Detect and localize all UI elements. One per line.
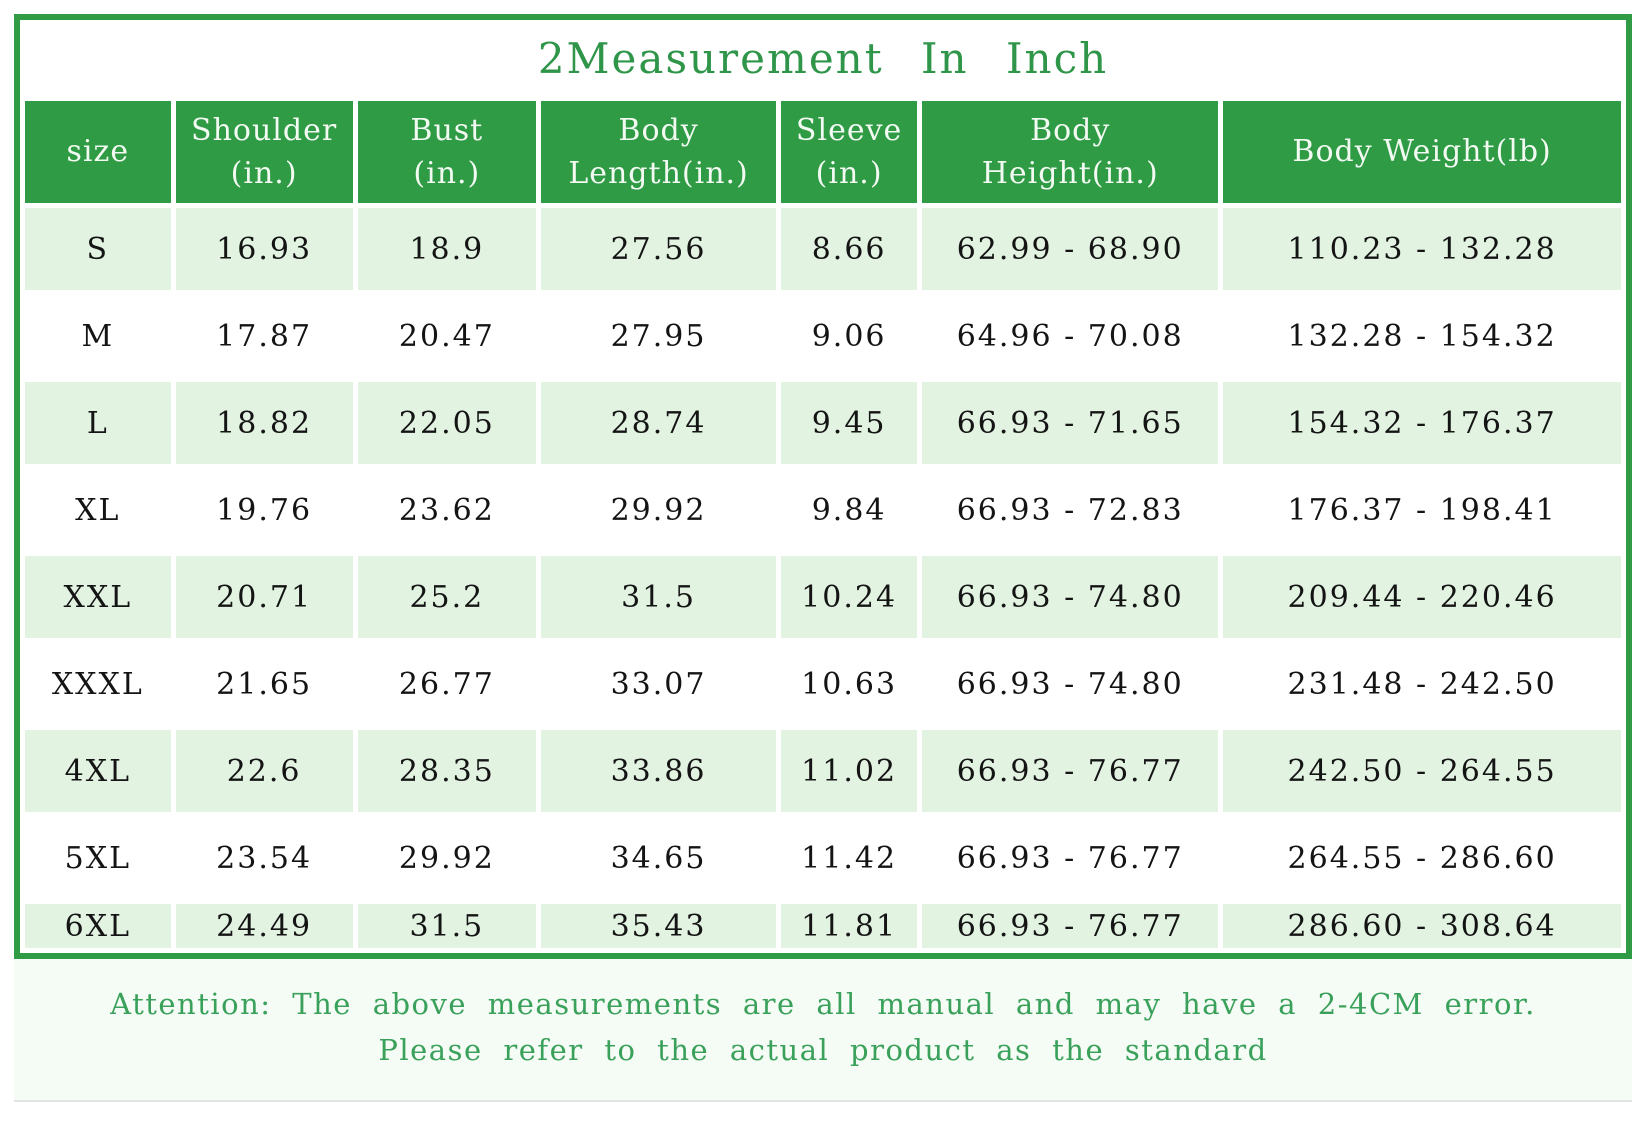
measurement-cell: 66.93 - 74.80 — [922, 556, 1219, 638]
column-header-size: size — [25, 101, 171, 203]
size-label-cell: XXL — [25, 556, 171, 638]
table-row-xl: XL 19.76 23.62 29.92 9.84 66.93 - 72.83 176.37… — [25, 469, 1621, 551]
measurement-cell: 66.93 - 74.80 — [922, 643, 1219, 725]
measurement-cell: 10.24 — [780, 556, 918, 638]
size-label-cell: M — [25, 295, 171, 377]
measurement-cell: 27.95 — [541, 295, 776, 377]
measurement-cell: 21.65 — [175, 643, 353, 725]
measurement-cell: 66.93 - 71.65 — [922, 382, 1219, 464]
column-header-shoulder: Shoulder (in.) — [175, 101, 353, 203]
measurement-cell: 17.87 — [175, 295, 353, 377]
measurement-cell: 66.93 - 76.77 — [922, 904, 1219, 948]
measurement-cell: 11.02 — [780, 730, 918, 812]
column-header-body-length: Body Length(in.) — [541, 101, 776, 203]
size-label-cell: XXXL — [25, 643, 171, 725]
measurement-cell: 231.48 - 242.50 — [1223, 643, 1621, 725]
column-header-bust: Bust (in.) — [357, 101, 537, 203]
measurement-cell: 66.93 - 76.77 — [922, 730, 1219, 812]
measurement-cell: 24.49 — [175, 904, 353, 948]
size-label-cell: S — [25, 208, 171, 290]
measurement-cell: 9.06 — [780, 295, 918, 377]
measurement-cell: 154.32 - 176.37 — [1223, 382, 1621, 464]
size-label-cell: XL — [25, 469, 171, 551]
column-header-body-weight: Body Weight(lb) — [1223, 101, 1621, 203]
table-header: size Shoulder (in.) Bust (in.) Body Leng… — [25, 101, 1621, 203]
table-row-6xl: 6XL 24.49 31.5 35.43 11.81 66.93 - 76.77 286.6… — [25, 904, 1621, 948]
attention-note-line-1: Attention: The above measurements are al… — [110, 987, 1536, 1021]
measurement-cell: 34.65 — [541, 817, 776, 899]
measurement-cell: 33.07 — [541, 643, 776, 725]
measurement-cell: 31.5 — [357, 904, 537, 948]
measurement-cell: 66.93 - 72.83 — [922, 469, 1219, 551]
table-row-l: L 18.82 22.05 28.74 9.45 66.93 - 71.65 154.32 … — [25, 382, 1621, 464]
measurement-cell: 176.37 - 198.41 — [1223, 469, 1621, 551]
measurement-cell: 22.6 — [175, 730, 353, 812]
measurement-cell: 23.54 — [175, 817, 353, 899]
table-row-s: S 16.93 18.9 27.56 8.66 62.99 - 68.90 110.23 -… — [25, 208, 1621, 290]
size-chart-table-box: 2Measurement In Inch size Shoulder (in.)… — [14, 14, 1632, 959]
measurement-cell: 18.9 — [357, 208, 537, 290]
size-chart-table: size Shoulder (in.) Bust (in.) Body Leng… — [20, 96, 1626, 953]
table-body: S 16.93 18.9 27.56 8.66 62.99 - 68.90 110.23 -… — [25, 208, 1621, 948]
measurement-cell: 29.92 — [541, 469, 776, 551]
column-header-body-height: Body Height(in.) — [922, 101, 1219, 203]
measurement-cell: 132.28 - 154.32 — [1223, 295, 1621, 377]
measurement-cell: 10.63 — [780, 643, 918, 725]
measurement-cell: 27.56 — [541, 208, 776, 290]
measurement-cell: 209.44 - 220.46 — [1223, 556, 1621, 638]
measurement-cell: 33.86 — [541, 730, 776, 812]
measurement-cell: 26.77 — [357, 643, 537, 725]
attention-note-line-2: Please refer to the actual product as th… — [378, 1033, 1268, 1068]
chart-title: 2Measurement In Inch — [537, 33, 1109, 83]
measurement-cell: 242.50 - 264.55 — [1223, 730, 1621, 812]
measurement-cell: 23.62 — [357, 469, 537, 551]
measurement-cell: 11.81 — [780, 904, 918, 948]
table-row-xxxl: XXXL 21.65 26.77 33.07 10.63 66.93 - 74.80 231… — [25, 643, 1621, 725]
measurement-cell: 28.35 — [357, 730, 537, 812]
measurement-cell: 31.5 — [541, 556, 776, 638]
size-label-cell: L — [25, 382, 171, 464]
size-label-cell: 4XL — [25, 730, 171, 812]
measurement-cell: 62.99 - 68.90 — [922, 208, 1219, 290]
measurement-cell: 25.2 — [357, 556, 537, 638]
size-label-cell: 5XL — [25, 817, 171, 899]
measurement-cell: 8.66 — [780, 208, 918, 290]
attention-note: Attention: The above measurements are al… — [14, 959, 1632, 1102]
measurement-cell: 16.93 — [175, 208, 353, 290]
measurement-cell: 29.92 — [357, 817, 537, 899]
measurement-cell: 19.76 — [175, 469, 353, 551]
table-row-xxl: XXL 20.71 25.2 31.5 10.24 66.93 - 74.80 209.44… — [25, 556, 1621, 638]
header-row: size Shoulder (in.) Bust (in.) Body Leng… — [25, 101, 1621, 203]
measurement-cell: 35.43 — [541, 904, 776, 948]
table-row-4xl: 4XL 22.6 28.35 33.86 11.02 66.93 - 76.77 242.5… — [25, 730, 1621, 812]
measurement-cell: 264.55 - 286.60 — [1223, 817, 1621, 899]
table-row-5xl: 5XL 23.54 29.92 34.65 11.42 66.93 - 76.77 264.… — [25, 817, 1621, 899]
measurement-cell: 28.74 — [541, 382, 776, 464]
measurement-cell: 66.93 - 76.77 — [922, 817, 1219, 899]
table-row-m: M 17.87 20.47 27.95 9.06 64.96 - 70.08 132.28 … — [25, 295, 1621, 377]
size-label-cell: 6XL — [25, 904, 171, 948]
measurement-cell: 286.60 - 308.64 — [1223, 904, 1621, 948]
measurement-cell: 9.84 — [780, 469, 918, 551]
measurement-cell: 22.05 — [357, 382, 537, 464]
measurement-cell: 110.23 - 132.28 — [1223, 208, 1621, 290]
measurement-cell: 18.82 — [175, 382, 353, 464]
measurement-cell: 9.45 — [780, 382, 918, 464]
measurement-cell: 20.47 — [357, 295, 537, 377]
measurement-cell: 20.71 — [175, 556, 353, 638]
measurement-cell: 11.42 — [780, 817, 918, 899]
measurement-cell: 64.96 - 70.08 — [922, 295, 1219, 377]
column-header-sleeve: Sleeve (in.) — [780, 101, 918, 203]
